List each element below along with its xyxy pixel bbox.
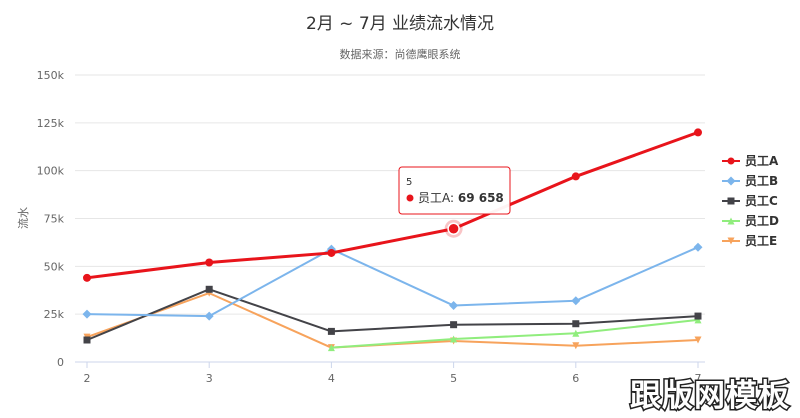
series-4 — [83, 289, 702, 352]
tooltip-series-label: 员工A: — [418, 191, 458, 205]
series-0 — [83, 128, 702, 282]
data-point[interactable] — [82, 309, 92, 319]
series-2 — [83, 285, 702, 344]
legend-symbol — [727, 217, 735, 225]
legend-item[interactable]: 员工B — [722, 174, 778, 188]
series-line — [331, 318, 699, 349]
series-1 — [82, 242, 703, 321]
y-tick-label: 50k — [44, 260, 65, 273]
series-3 — [327, 316, 702, 352]
y-tick-label: 150k — [37, 69, 65, 82]
x-axis: 2 3 4 5 6 7 — [75, 361, 705, 385]
legend-symbol — [726, 176, 736, 186]
legend-label: 员工D — [745, 214, 779, 228]
data-point[interactable] — [205, 258, 214, 267]
data-point[interactable] — [450, 321, 458, 329]
data-point[interactable] — [694, 128, 702, 137]
x-tick-label: 4 — [328, 372, 335, 385]
data-point[interactable] — [327, 344, 335, 352]
legend-item[interactable]: 员工D — [722, 214, 779, 228]
watermark-text: 跟版网模板 — [630, 378, 790, 414]
legend-label: 员工B — [745, 174, 778, 188]
y-axis-label: 流水 — [16, 207, 30, 229]
data-point[interactable] — [571, 296, 581, 306]
series-line — [86, 130, 699, 280]
y-tick-label: 100k — [37, 165, 65, 178]
y-tick-label: 125k — [37, 117, 65, 130]
grid-lines — [75, 74, 705, 363]
tooltip-line: 员工A: 69 658 — [418, 191, 504, 205]
tooltip: 5 员工A: 69 658 — [398, 166, 511, 215]
data-point[interactable] — [694, 312, 702, 320]
tooltip-value: 69 658 — [458, 191, 504, 205]
chart-subtitle: 数据来源：尚德鹰眼系统 — [340, 47, 461, 61]
data-point[interactable] — [205, 285, 213, 293]
data-point[interactable] — [572, 342, 580, 350]
series-line — [86, 288, 699, 341]
legend-label: 员工E — [745, 234, 777, 248]
legend-label: 员工C — [745, 194, 778, 208]
y-tick-label: 0 — [57, 356, 64, 369]
data-point[interactable] — [694, 316, 702, 324]
x-tick-label: 2 — [84, 372, 91, 385]
x-tick-label: 6 — [572, 372, 579, 385]
legend-item[interactable]: 员工C — [722, 194, 778, 208]
hover-point[interactable] — [447, 222, 460, 235]
data-point[interactable] — [693, 242, 703, 252]
y-tick-label: 25k — [44, 308, 65, 321]
data-point[interactable] — [83, 273, 91, 282]
data-point[interactable] — [204, 311, 214, 321]
series-group — [82, 128, 703, 352]
data-point[interactable] — [83, 336, 91, 344]
x-tick-label: 5 — [450, 372, 457, 385]
x-tick-label: 3 — [206, 372, 213, 385]
chart-title: 2月 ~ 7月 业绩流水情况 — [306, 14, 494, 34]
tooltip-box — [398, 166, 511, 215]
y-tick-label: 75k — [44, 213, 65, 226]
y-axis-ticks: 0 25k 50k 75k 100k 125k 150k — [37, 69, 65, 369]
legend-label: 员工A — [745, 154, 779, 168]
data-point[interactable] — [450, 335, 458, 343]
legend-symbol — [727, 237, 735, 245]
tooltip-series-dot — [406, 194, 414, 202]
legend-item[interactable]: 员工E — [722, 234, 777, 248]
x-tick-label: 7 — [695, 372, 702, 385]
legend-symbol — [727, 157, 735, 165]
data-point[interactable] — [571, 172, 580, 181]
tooltip-x-label: 5 — [406, 177, 412, 188]
data-point[interactable] — [327, 248, 336, 257]
data-point[interactable] — [694, 336, 702, 344]
data-point[interactable] — [572, 329, 580, 337]
legend-item[interactable]: 员工A — [722, 154, 779, 168]
data-point[interactable] — [327, 327, 335, 335]
legend: 员工A 员工B 员工C 员工D 员工E — [722, 154, 779, 248]
data-point[interactable] — [572, 320, 580, 328]
series-line — [86, 246, 699, 318]
data-point[interactable] — [449, 301, 459, 311]
legend-symbol — [727, 197, 735, 205]
